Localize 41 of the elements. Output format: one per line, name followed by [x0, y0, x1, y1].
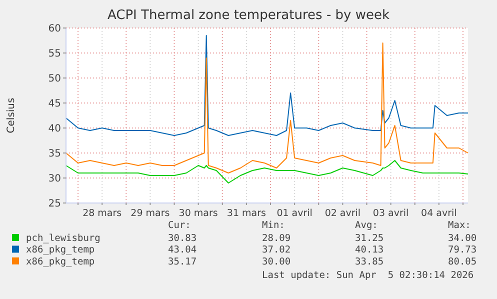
x-tick-label: 02 avril [324, 208, 361, 219]
x-tick-label: 29 mars [130, 208, 170, 219]
x-tick-label: 04 avril [421, 208, 457, 219]
text: Max: [448, 220, 471, 231]
y-tick-label: 25 [48, 198, 61, 210]
y-tick-label: 35 [48, 148, 61, 160]
text: Avg: [355, 220, 378, 231]
x-tick-label: 28 mars [82, 208, 122, 219]
text: 34.00 [448, 233, 477, 244]
text: 40.13 [355, 244, 384, 256]
chart-title: ACPI Thermal zone temperatures - by week [107, 8, 390, 23]
text: Cur: [168, 220, 191, 231]
x-tick-label: 31 mars [226, 208, 266, 219]
text: 31.25 [355, 233, 384, 244]
text: 28.09 [262, 233, 291, 244]
text: Min: [262, 220, 285, 231]
y-tick-label: 60 [48, 24, 61, 34]
text: Last update: Sun Apr 5 02:30:14 2026 [262, 270, 474, 281]
text: 33.85 [355, 256, 384, 268]
y-tick-label: 30 [48, 174, 61, 184]
legend-label: x86_pkg_temp [26, 256, 95, 268]
line-series [66, 35, 468, 136]
text: 35.17 [168, 256, 197, 268]
x-tick-label: 01 avril [276, 208, 312, 219]
legend-label: x86_pkg_temp [26, 244, 95, 256]
line-series [66, 160, 468, 184]
x-tick-label: 30 mars [178, 208, 218, 219]
legend-label: pch_lewisburg [26, 233, 100, 244]
y-tick-label: 45 [48, 98, 61, 110]
text: 80.05 [448, 256, 477, 268]
text: 30.83 [168, 233, 197, 244]
text: 43.04 [168, 244, 197, 256]
text: 37.02 [262, 244, 291, 256]
x-tick-label: 03 avril [372, 208, 409, 219]
y-axis-title: Celsius [6, 98, 17, 134]
line-series [66, 42, 468, 174]
y-tick-label: 40 [48, 124, 61, 134]
text: 30.00 [262, 256, 291, 268]
y-tick-label: 50 [48, 74, 61, 84]
text: 79.73 [448, 244, 477, 256]
y-tick-label: 55 [48, 48, 61, 60]
